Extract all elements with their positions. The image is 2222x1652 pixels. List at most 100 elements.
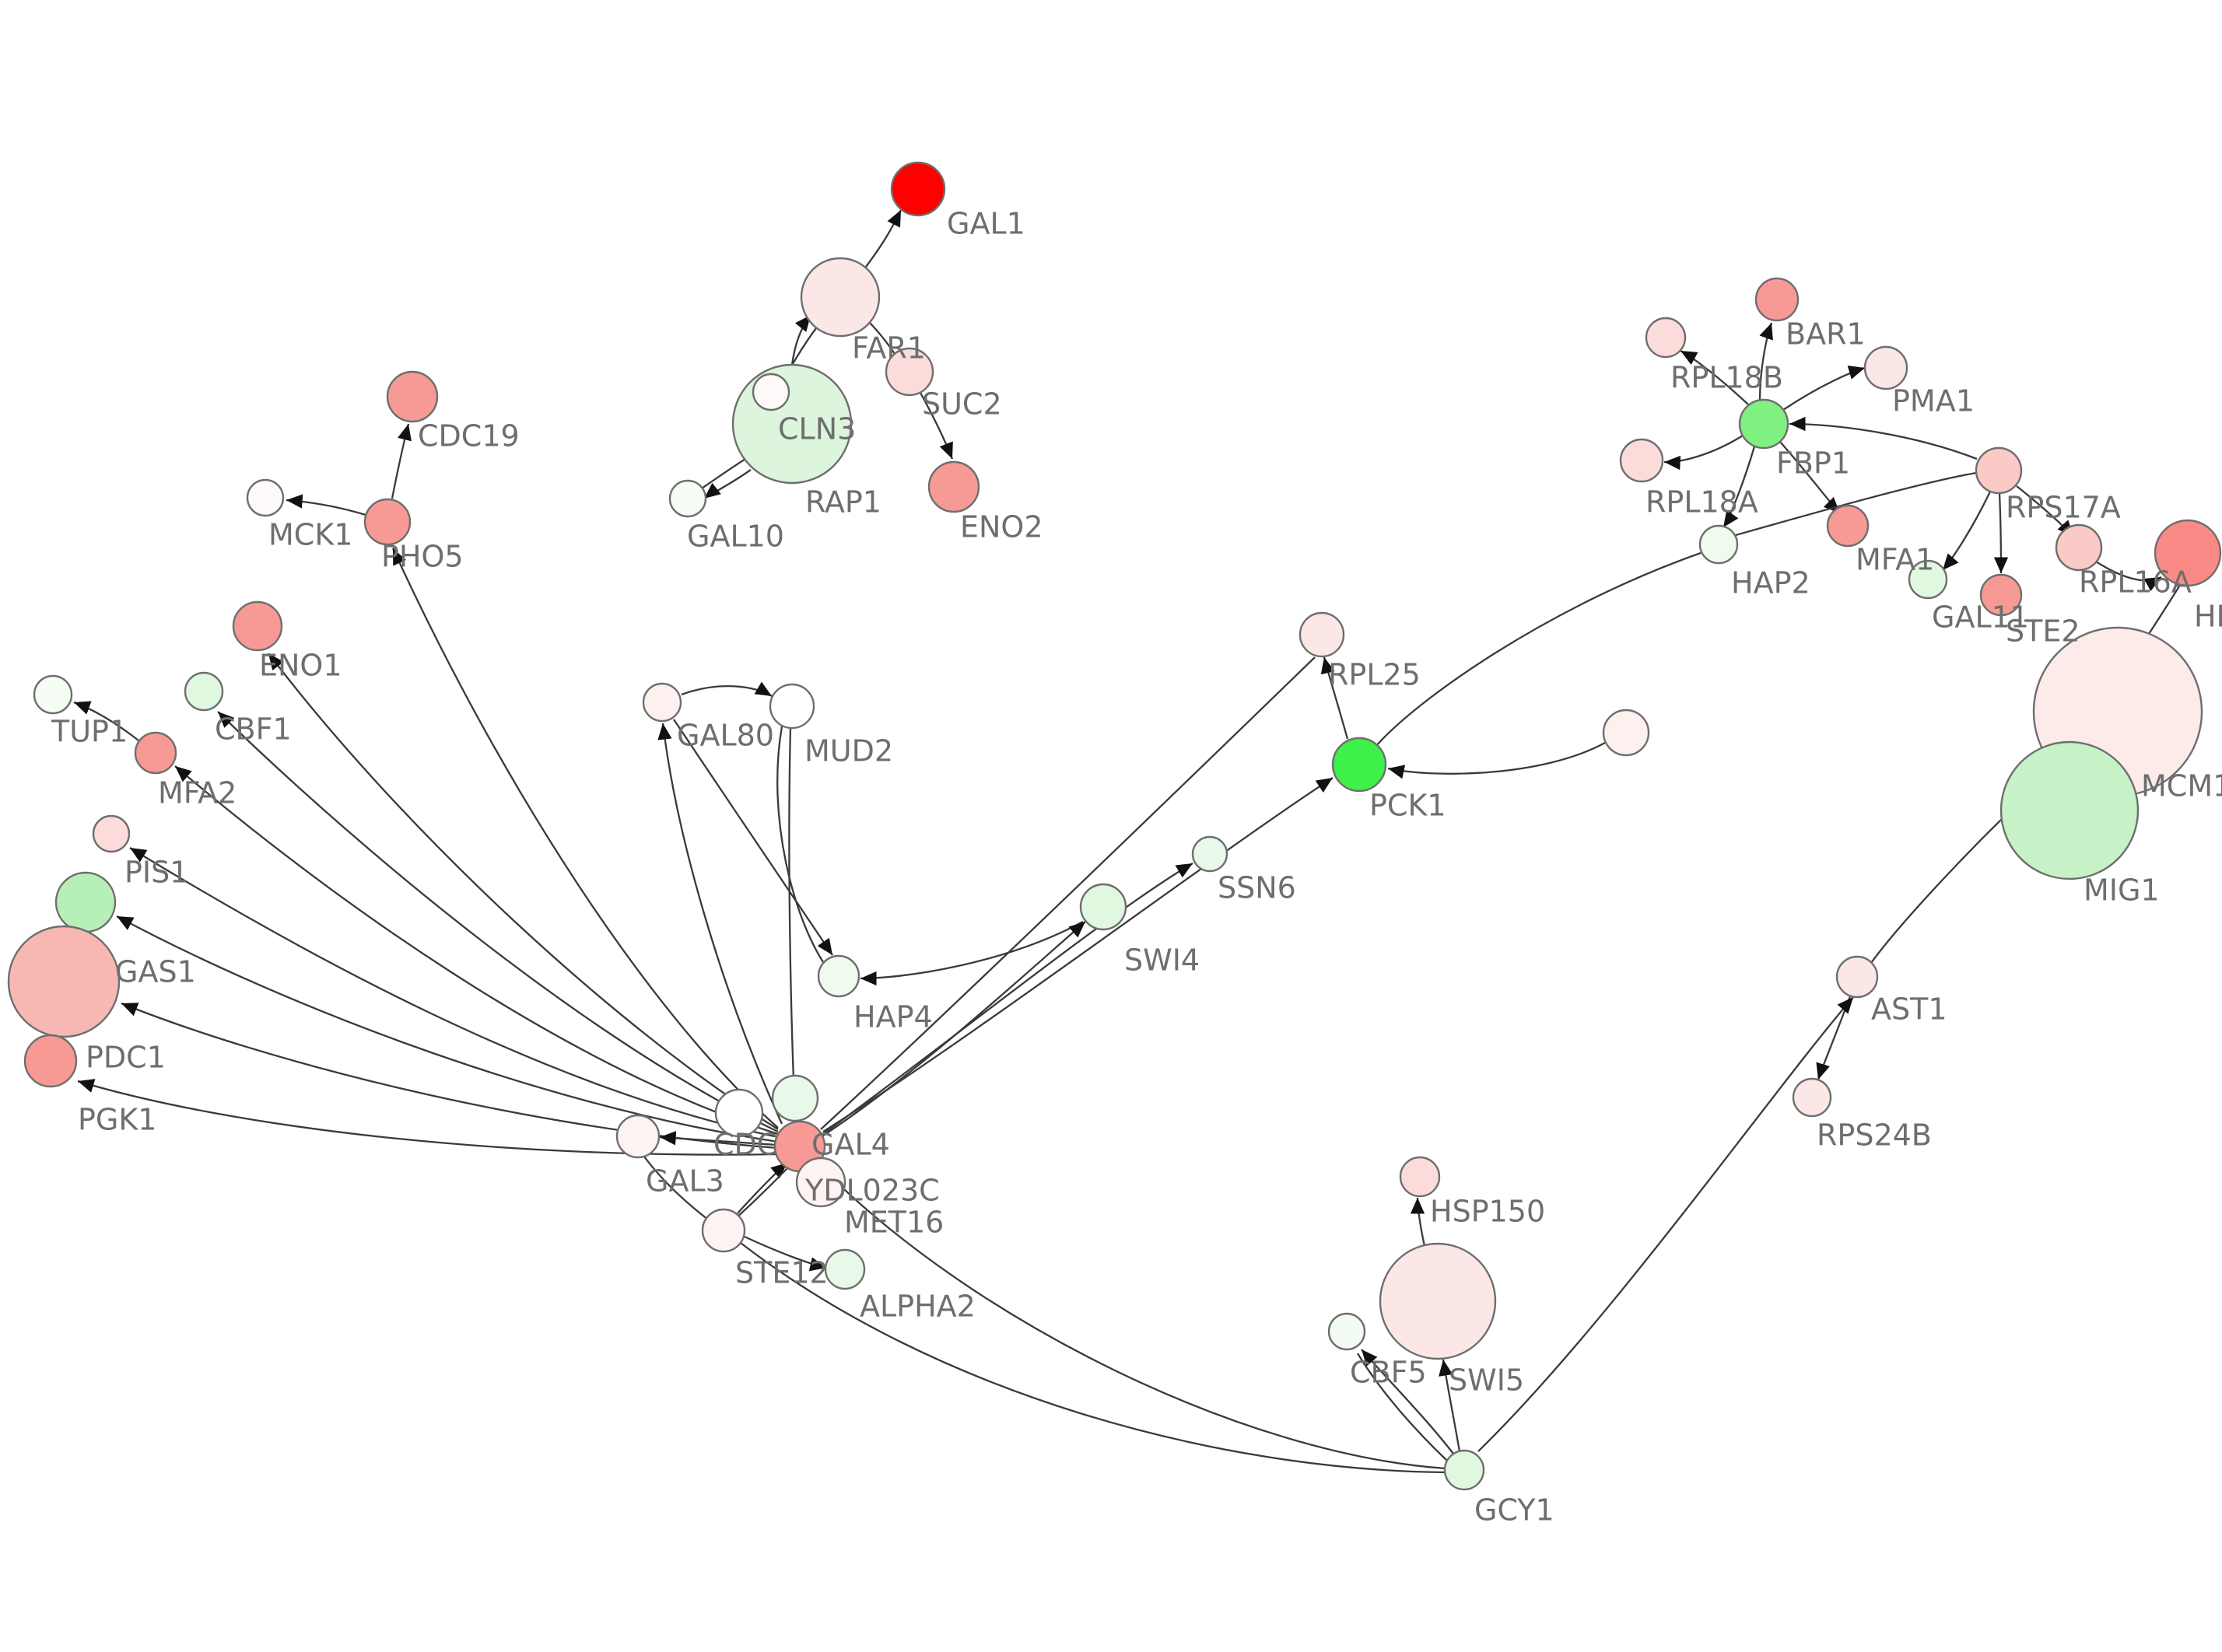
edge-GAL80-to-HAP4 (673, 719, 833, 956)
node-label-rpl18b: RPL18B (1670, 361, 1783, 395)
node-pck1[interactable] (1331, 737, 1387, 793)
node-pma1[interactable] (1863, 345, 1908, 390)
node-gcy1[interactable] (1443, 1449, 1485, 1491)
node-gal1[interactable] (890, 161, 946, 217)
node-alpha2[interactable] (824, 1248, 866, 1290)
node-pgk1[interactable] (23, 1034, 78, 1088)
node-mfa2[interactable] (134, 731, 177, 775)
node-label-mfa1: MFA1 (1856, 543, 1934, 577)
edge-GAL4-to-SSN6 (822, 863, 1193, 1135)
node-gal3[interactable] (615, 1114, 661, 1159)
edge-GCY1-to-AST1 (1477, 996, 1854, 1452)
edge-RPL16A-to-HIS4 (2095, 561, 2162, 592)
node-suc2[interactable] (885, 347, 934, 397)
edge-FBP1-to-PMA1 (1782, 366, 1866, 411)
edge-GCY1-to-SWI5 (1439, 1359, 1461, 1452)
node-label-bar1: BAR1 (1786, 317, 1866, 352)
node-label-mcm1: MCM1 (2141, 769, 2222, 803)
node-label-gal4: GAL4 (811, 1128, 890, 1162)
edge-SWI4-to-HAP4 (860, 920, 1084, 986)
node-rpl16a[interactable] (2055, 523, 2103, 572)
node-hsp150[interactable] (1399, 1156, 1441, 1198)
node-label-swi5: SWI5 (1449, 1363, 1524, 1398)
node-pho5[interactable] (363, 498, 412, 546)
node-gas1[interactable] (54, 871, 117, 933)
node-rpl25[interactable] (1299, 611, 1345, 658)
node-label-pgk1: PGK1 (78, 1103, 156, 1137)
edge-GAL4-to-MFA2 (174, 765, 779, 1136)
node-ast1[interactable] (1835, 955, 1879, 999)
node-gal10[interactable] (668, 479, 707, 518)
node-label-gas1: GAS1 (115, 955, 196, 989)
node-label-gal80: GAL80 (677, 719, 774, 753)
node-rpl18b[interactable] (1645, 317, 1687, 359)
node-label-cdc28: CDC (713, 1128, 777, 1162)
node-mud2[interactable] (769, 683, 815, 730)
node-rps17a[interactable] (1975, 446, 2023, 495)
node-label-far1: FAR1 (852, 331, 926, 366)
node-hap4[interactable] (817, 954, 860, 998)
node-rps24b[interactable] (1792, 1077, 1832, 1118)
edge-RPS17A-to-FBP1 (1789, 416, 1978, 460)
edge-GAL4-to-GAL80 (657, 723, 783, 1125)
node-label-mud2: MUD2 (804, 734, 893, 768)
node-ydl023c[interactable] (795, 1157, 846, 1208)
node-label-ssn6: SSN6 (1218, 871, 1296, 905)
node-ste12[interactable] (701, 1208, 746, 1253)
node-mck1[interactable] (246, 478, 285, 517)
edge-PCK1-to-RPL25 (1320, 656, 1349, 740)
node-hubgreen[interactable] (771, 1074, 819, 1122)
node-ast1b[interactable] (1602, 709, 1650, 757)
edge-FBP1-to-BAR1 (1758, 322, 1773, 401)
node-mfa1[interactable] (1826, 504, 1870, 548)
node-his4[interactable] (2154, 519, 2222, 587)
node-label-hap4: HAP4 (853, 1000, 933, 1034)
node-eno2[interactable] (927, 460, 980, 513)
node-gal80[interactable] (642, 682, 682, 723)
edge-PHO5-to-MCK1 (286, 494, 366, 516)
node-cdc28[interactable] (714, 1088, 764, 1138)
node-gal11[interactable] (1908, 559, 1948, 600)
node-cbf1[interactable] (184, 671, 224, 712)
node-far1[interactable] (800, 257, 881, 338)
node-ssn6[interactable] (1191, 835, 1228, 873)
node-bar1[interactable] (1754, 277, 1800, 322)
node-label-ste2: STE2 (2006, 614, 2080, 649)
edge-GAL4-to-GAL3 (659, 1131, 777, 1146)
node-tup1[interactable] (33, 674, 73, 715)
edge-MUD2-to-HAP4 (776, 726, 825, 965)
edge-GAL4-to-RPL25 (820, 656, 1316, 1130)
node-label-pma1: PMA1 (1892, 384, 1975, 418)
node-pdc1[interactable] (7, 925, 121, 1038)
edge-GAL4-to-CBF1 (217, 711, 779, 1133)
node-mig1[interactable] (1999, 740, 2140, 880)
node-ste2[interactable] (1979, 573, 2023, 617)
edge-SWI5-to-HSP150 (1410, 1197, 1426, 1247)
node-hap2[interactable] (1698, 524, 1739, 565)
node-swi5[interactable] (1379, 1242, 1497, 1360)
edge-HAP2-to-PCK1 (1375, 551, 1702, 747)
edge-GAL4-to-PCK1 (822, 777, 1334, 1132)
node-label-ast1: AST1 (1871, 992, 1947, 1027)
node-cbf5[interactable] (1327, 1312, 1366, 1351)
edge-GAL4-to-ENO1 (268, 653, 779, 1130)
node-rap1[interactable] (752, 373, 790, 411)
node-label-rap1: RAP1 (805, 485, 881, 520)
node-label-fbp1: FBP1 (1776, 446, 1850, 481)
node-label-alpha2: ALPHA2 (860, 1290, 976, 1324)
node-rpl18a[interactable] (1619, 438, 1664, 483)
node-label-cdc19: CDC19 (418, 419, 520, 453)
node-label-gal11: GAL11 (1932, 600, 2029, 635)
node-fbp1[interactable] (1738, 398, 1789, 450)
edge-STE12-to-ALPHA2 (744, 1235, 827, 1272)
edge-RPS17A-to-STE2 (1993, 492, 2009, 574)
node-label-swi4: SWI4 (1124, 943, 1200, 978)
edge-GAL4-to-PGK1 (77, 1079, 779, 1156)
node-label-cbf1: CBF1 (215, 712, 292, 747)
node-cdc19[interactable] (386, 370, 439, 423)
node-swi4[interactable] (1079, 883, 1127, 931)
edge-GAL4-to-PHO5 (391, 548, 779, 1129)
node-pis1[interactable] (92, 814, 131, 853)
edge-GAL80-to-MUD2 (681, 681, 773, 697)
node-eno1[interactable] (232, 600, 283, 652)
